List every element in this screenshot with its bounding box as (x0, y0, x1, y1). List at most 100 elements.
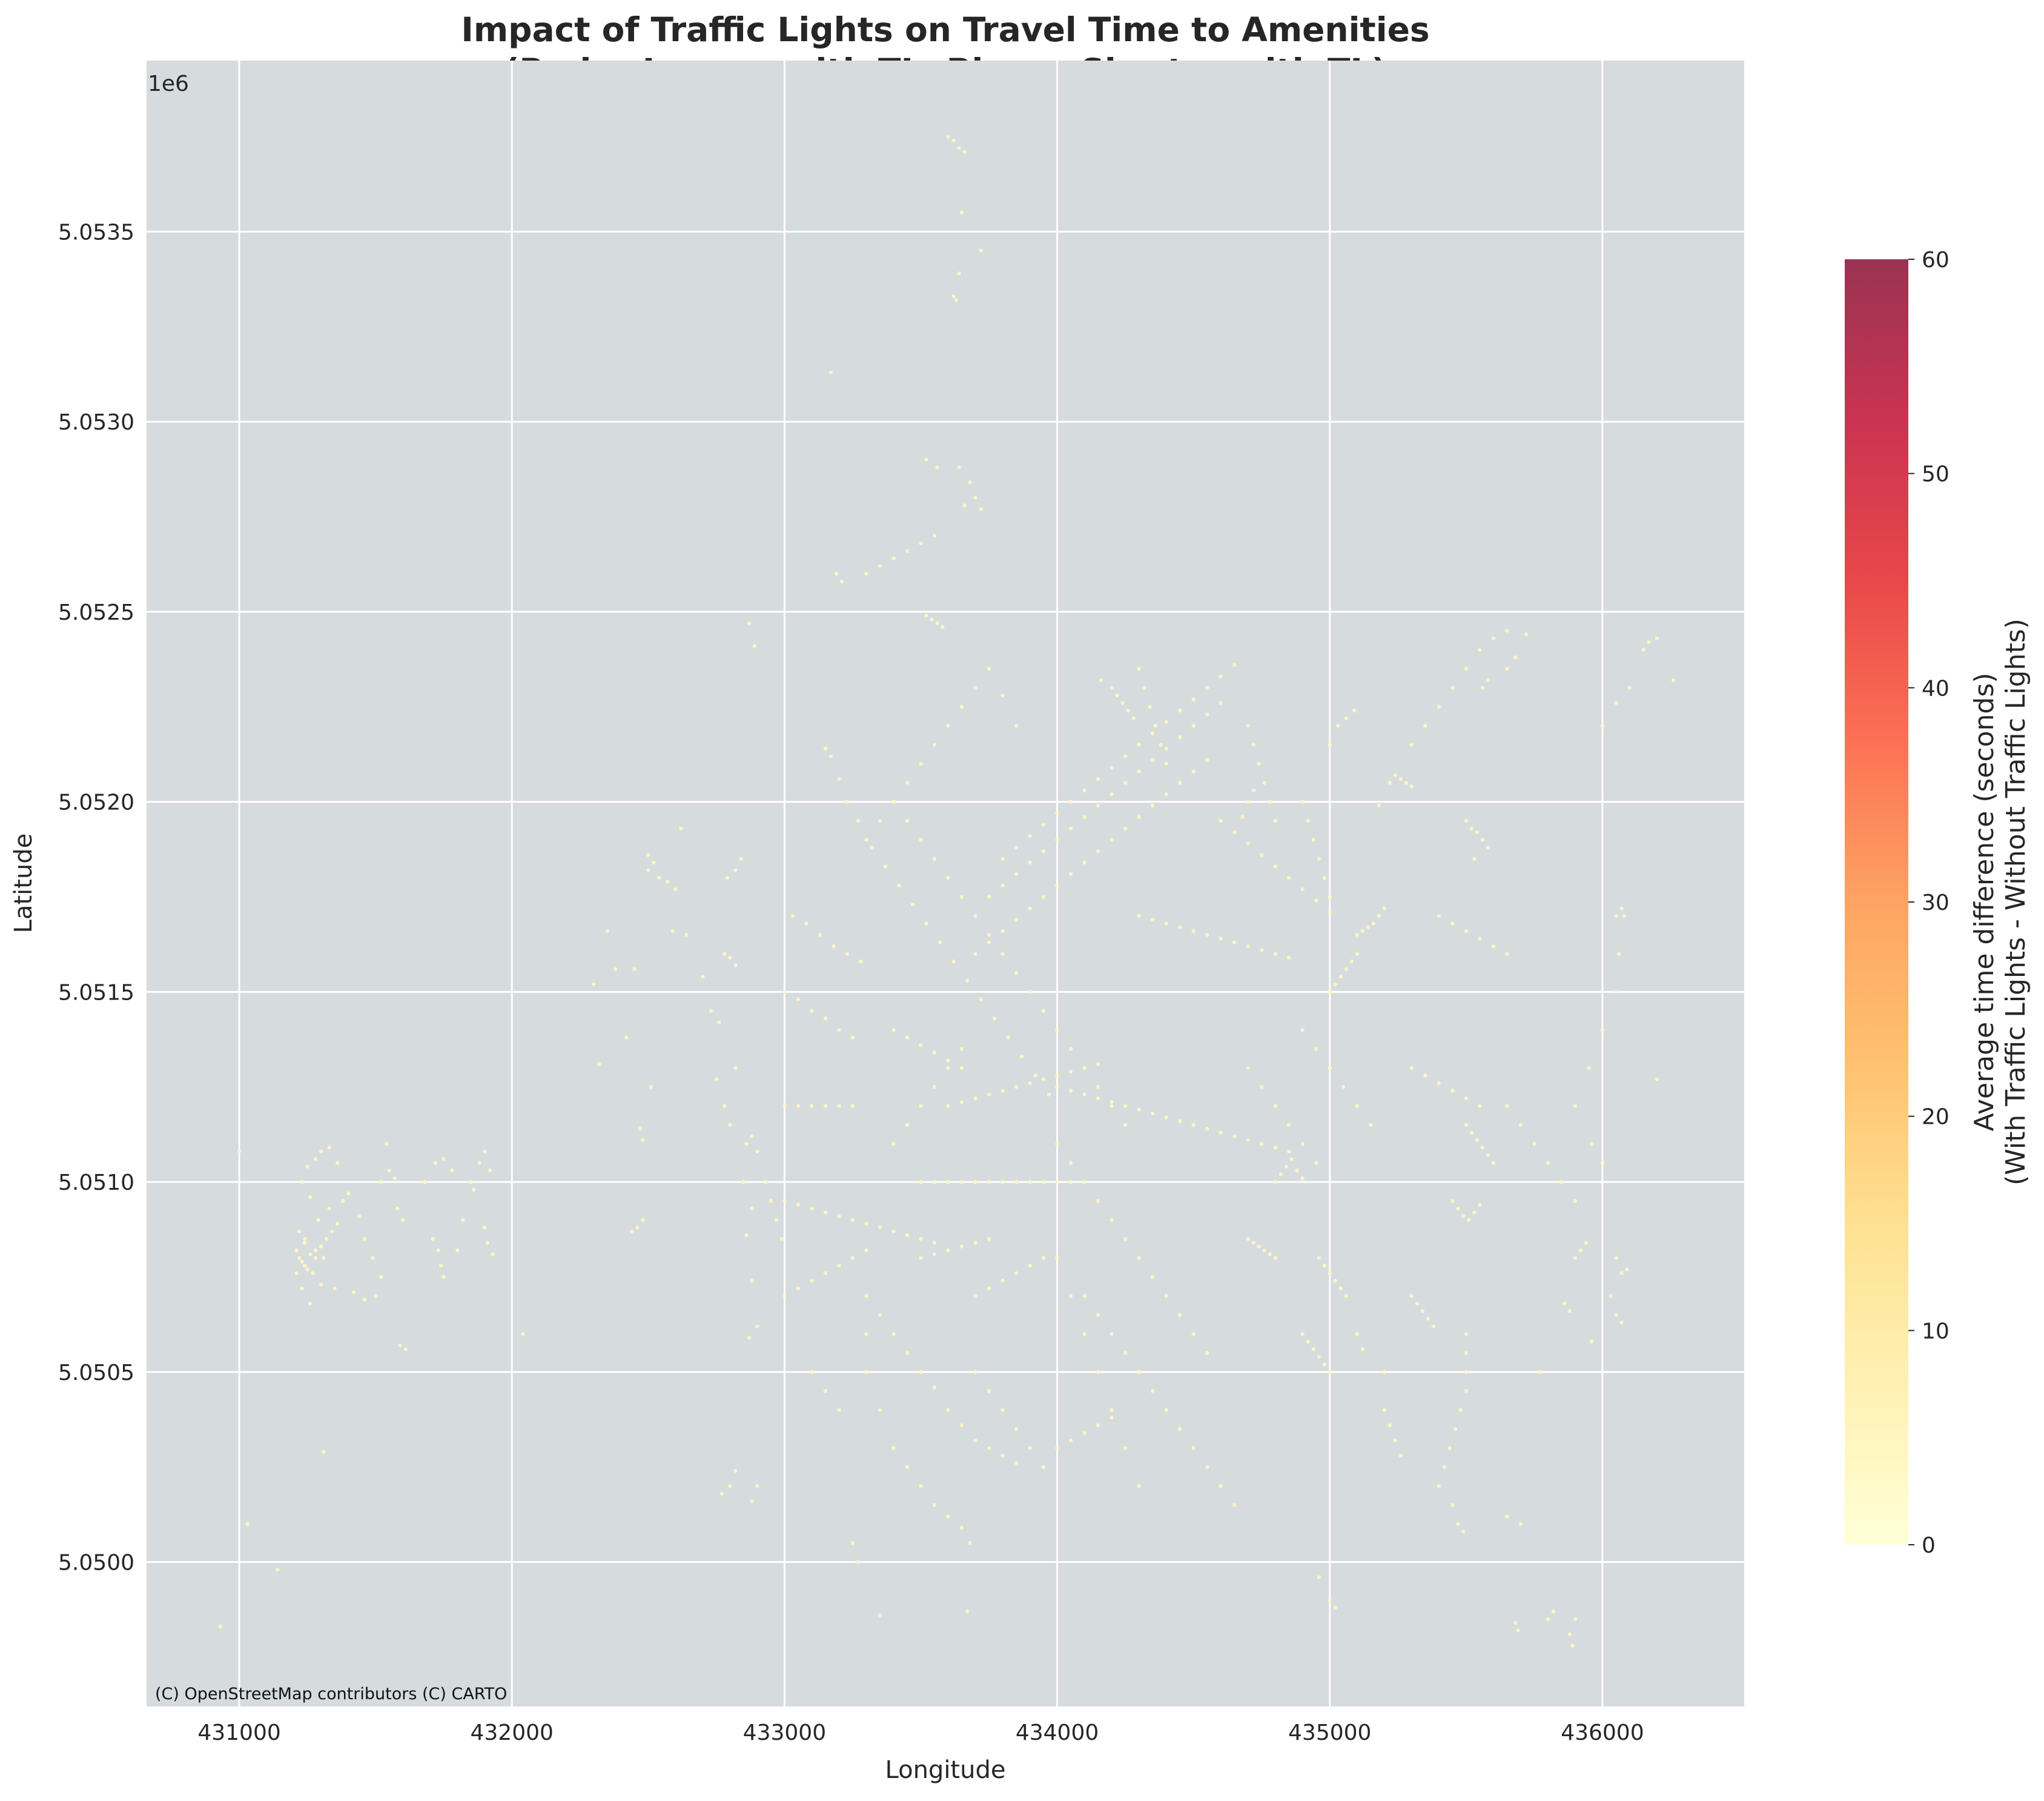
data-point (1219, 1130, 1223, 1135)
data-point (1475, 830, 1480, 834)
colorbar-tick-label: 40 (1922, 676, 1950, 701)
data-point (1123, 1236, 1128, 1241)
data-point (624, 1035, 629, 1040)
data-point (1573, 1104, 1578, 1108)
data-point (1328, 1598, 1332, 1602)
data-point (796, 1286, 801, 1290)
data-point (294, 1271, 299, 1275)
data-point (1464, 1351, 1469, 1355)
data-point (1333, 1605, 1337, 1610)
data-point (1001, 857, 1005, 861)
data-point (1328, 1271, 1332, 1275)
data-point (1014, 970, 1019, 975)
data-point (521, 1332, 525, 1336)
data-point (302, 1241, 307, 1245)
data-point (837, 1214, 841, 1218)
data-point (905, 549, 910, 553)
data-point (302, 1263, 307, 1268)
data-point (1001, 1089, 1005, 1093)
data-point (796, 1104, 801, 1108)
data-point (1001, 1279, 1005, 1283)
data-point (733, 1468, 738, 1473)
data-point (837, 1408, 841, 1412)
data-point (829, 370, 833, 374)
data-point (1415, 1301, 1419, 1306)
data-point (750, 1279, 754, 1283)
x-tick-label: 435000 (1288, 1720, 1371, 1745)
data-point (1295, 1169, 1299, 1173)
data-point (1333, 982, 1337, 986)
data-point (1273, 864, 1277, 869)
data-point (932, 1085, 937, 1089)
data-point (1328, 1370, 1332, 1375)
y-tick-label: 5.0515 (58, 980, 134, 1005)
data-point (371, 1256, 375, 1260)
data-point (837, 1104, 841, 1108)
data-point (1120, 701, 1125, 705)
data-point (1437, 914, 1441, 918)
data-point (782, 1104, 787, 1108)
data-point (905, 1035, 910, 1040)
data-point (638, 1127, 643, 1131)
data-point (1273, 1146, 1277, 1150)
data-point (1532, 1142, 1536, 1146)
data-point (973, 914, 977, 918)
data-point (649, 1085, 653, 1089)
data-point (1137, 743, 1141, 747)
data-point (1311, 838, 1315, 842)
data-point (979, 997, 983, 1002)
data-point (856, 1560, 861, 1564)
y-tick-label: 5.0510 (58, 1170, 134, 1195)
data-point (472, 1187, 476, 1192)
data-point (973, 1438, 977, 1442)
data-point (673, 887, 678, 892)
data-point (1464, 1096, 1469, 1101)
data-point (1191, 1446, 1196, 1450)
data-point (1478, 648, 1482, 652)
data-point (1409, 1066, 1414, 1070)
data-point (1589, 1339, 1594, 1344)
data-point (1257, 1244, 1261, 1249)
data-point (1573, 1199, 1578, 1203)
data-point (905, 1465, 910, 1469)
data-point (946, 1514, 950, 1519)
data-point (859, 959, 863, 964)
data-point (717, 1020, 721, 1024)
colorbar-tick-label: 50 (1922, 462, 1950, 487)
data-point (1126, 708, 1130, 713)
data-point (300, 1179, 304, 1184)
data-point (1450, 921, 1455, 926)
data-point (959, 1047, 964, 1051)
data-point (305, 1164, 309, 1169)
data-point (919, 541, 923, 546)
data-point (362, 1236, 367, 1241)
data-point (1123, 1104, 1128, 1108)
colorbar-label-line1: Average time difference (seconds) (1969, 672, 2000, 1131)
data-point (891, 800, 896, 804)
data-point (1068, 1161, 1073, 1165)
data-point (723, 952, 727, 956)
data-point (1041, 1009, 1046, 1013)
data-point (1150, 731, 1155, 735)
data-point (346, 1191, 351, 1196)
data-point (483, 1226, 487, 1230)
data-point (1559, 1179, 1564, 1184)
data-point (1513, 655, 1518, 660)
data-point (1431, 1324, 1436, 1328)
data-point (1300, 1332, 1305, 1336)
data-point (294, 1248, 299, 1253)
data-point (1150, 1111, 1155, 1116)
data-point (1625, 1267, 1629, 1272)
data-point (1314, 898, 1318, 903)
data-point (1164, 921, 1168, 926)
data-point (1019, 1054, 1024, 1059)
data-point (1082, 1179, 1086, 1184)
data-point (632, 967, 637, 971)
data-point (1341, 1085, 1346, 1089)
data-point (1464, 1388, 1469, 1393)
data-point (1191, 1123, 1196, 1127)
data-point (932, 1179, 937, 1184)
data-point (433, 1161, 438, 1165)
data-point (1014, 845, 1019, 850)
data-point (919, 1370, 923, 1375)
